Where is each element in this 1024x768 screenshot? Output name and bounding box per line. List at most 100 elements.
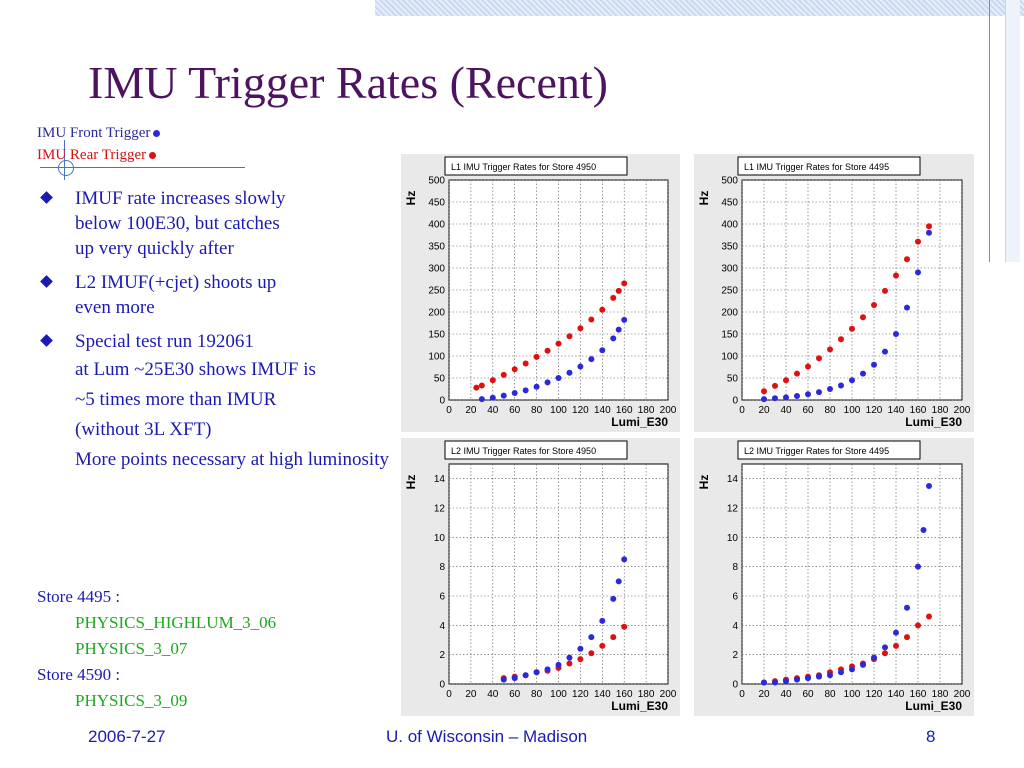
y-tick-label: 100 — [721, 352, 738, 363]
data-point — [577, 656, 584, 663]
plot-l2-store-4950: 0 20 40 60 80 100 120 140 160 180 200 0 2 4 6 8 10 12 14 Lu… — [401, 438, 680, 716]
slide-title: IMU Trigger Rates (Recent) — [88, 57, 608, 108]
bullet-item: Special test run 192061 — [40, 329, 395, 354]
y-tick-label: 0 — [732, 396, 738, 407]
data-point — [566, 660, 573, 667]
x-tick-label: 180 — [932, 405, 949, 416]
data-point — [621, 316, 628, 323]
legend-rear: IMU Rear Trigger — [37, 147, 157, 164]
x-tick-label: 140 — [888, 689, 905, 700]
x-tick-label: 200 — [954, 689, 971, 700]
x-tick-label: 160 — [910, 689, 927, 700]
plot-l2-store-4495: 0 20 40 60 80 100 120 140 160 180 200 0 2 4 6 8 10 12 14 Lu… — [694, 438, 974, 716]
y-tick-label: 200 — [428, 308, 445, 319]
y-tick-label: 50 — [434, 374, 446, 385]
data-point — [772, 382, 778, 389]
store-item: PHYSICS_HIGHLUM_3_06 — [75, 613, 277, 632]
y-tick-label: 4 — [732, 621, 738, 632]
y-tick-label: 400 — [428, 220, 445, 231]
data-point — [904, 604, 910, 611]
y-tick-label: 0 — [732, 680, 738, 691]
data-point — [555, 661, 562, 668]
data-point — [489, 394, 496, 401]
data-point — [566, 333, 573, 340]
data-point — [555, 375, 562, 381]
chart-svg: 0 20 40 60 80 100 120 140 160 180 200 0 2 4 6 8 10 12 14 Lu… — [401, 438, 680, 716]
data-point — [555, 340, 562, 347]
x-tick-label: 80 — [824, 689, 836, 700]
data-point — [577, 325, 584, 332]
bullet-line: up very quickly after — [75, 238, 234, 259]
data-point — [915, 269, 921, 276]
data-point — [511, 366, 518, 373]
data-point — [915, 622, 921, 629]
data-point — [827, 672, 833, 679]
x-tick-label: 100 — [550, 689, 567, 700]
bullet-line: Special test run 192061 — [75, 331, 254, 352]
chart-title-box — [737, 440, 921, 460]
data-point — [860, 370, 866, 377]
data-point — [610, 634, 617, 641]
data-point — [566, 654, 573, 661]
data-point — [478, 396, 485, 403]
store-item: PHYSICS_3_09 — [75, 691, 188, 710]
decorative-circle — [58, 160, 74, 176]
data-point — [610, 294, 617, 301]
y-tick-label: 0 — [439, 396, 445, 407]
x-tick-label: 0 — [446, 689, 452, 700]
data-point — [783, 678, 789, 685]
x-tick-label: 180 — [932, 689, 949, 700]
data-point — [621, 280, 628, 287]
data-point — [599, 347, 606, 354]
data-point — [610, 595, 617, 602]
data-point — [511, 675, 518, 682]
data-point — [926, 613, 932, 620]
y-tick-label: 300 — [428, 264, 445, 275]
data-point — [838, 669, 844, 676]
data-point — [511, 389, 518, 396]
y-tick-label: 350 — [721, 242, 738, 253]
plot-l1-store-4950: 0 20 40 60 80 100 120 140 160 180 200 0 50 100 150 200 2… — [401, 154, 680, 432]
data-point — [926, 483, 932, 489]
y-tick-label: 6 — [732, 592, 738, 603]
legend-front: IMU Front Trigger — [37, 125, 161, 142]
data-point — [816, 389, 822, 396]
data-point — [893, 629, 899, 636]
data-point — [615, 578, 622, 585]
data-point — [522, 360, 529, 367]
y-tick-label: 14 — [727, 474, 739, 485]
y-tick-label: 250 — [721, 286, 738, 297]
data-point — [489, 377, 496, 384]
legend-rear-label: IMU Rear Trigger — [37, 147, 147, 163]
data-point — [473, 384, 480, 391]
diamond-bullet-icon — [40, 275, 53, 288]
y-tick-label: 450 — [428, 198, 445, 209]
data-point — [816, 673, 822, 680]
y-tick-label: 10 — [727, 533, 739, 544]
x-tick-label: 40 — [487, 405, 499, 416]
data-point — [860, 661, 866, 668]
y-axis-label: Hz — [697, 191, 711, 206]
data-point — [805, 675, 811, 682]
bullet-line: L2 IMUF(+cjet) shoots up — [75, 272, 277, 293]
x-tick-label: 200 — [660, 689, 677, 700]
chart-svg: 0 20 40 60 80 100 120 140 160 180 200 0 2 4 6 8 10 12 14 Lu… — [694, 438, 974, 716]
x-tick-label: 80 — [824, 405, 836, 416]
store-heading: Store 4590 : — [37, 665, 121, 684]
data-point — [588, 316, 595, 323]
data-point — [522, 387, 529, 394]
x-tick-label: 160 — [616, 689, 633, 700]
data-point — [500, 392, 507, 399]
data-point — [904, 634, 910, 641]
y-tick-label: 150 — [721, 330, 738, 341]
x-tick-label: 140 — [888, 405, 905, 416]
data-point — [915, 238, 921, 245]
data-point — [926, 229, 932, 236]
data-point — [500, 676, 507, 683]
data-point — [882, 287, 888, 294]
data-point — [816, 355, 822, 362]
data-point — [904, 256, 910, 263]
data-point — [920, 527, 927, 533]
y-axis-label: Hz — [404, 191, 418, 206]
data-point — [500, 371, 507, 378]
